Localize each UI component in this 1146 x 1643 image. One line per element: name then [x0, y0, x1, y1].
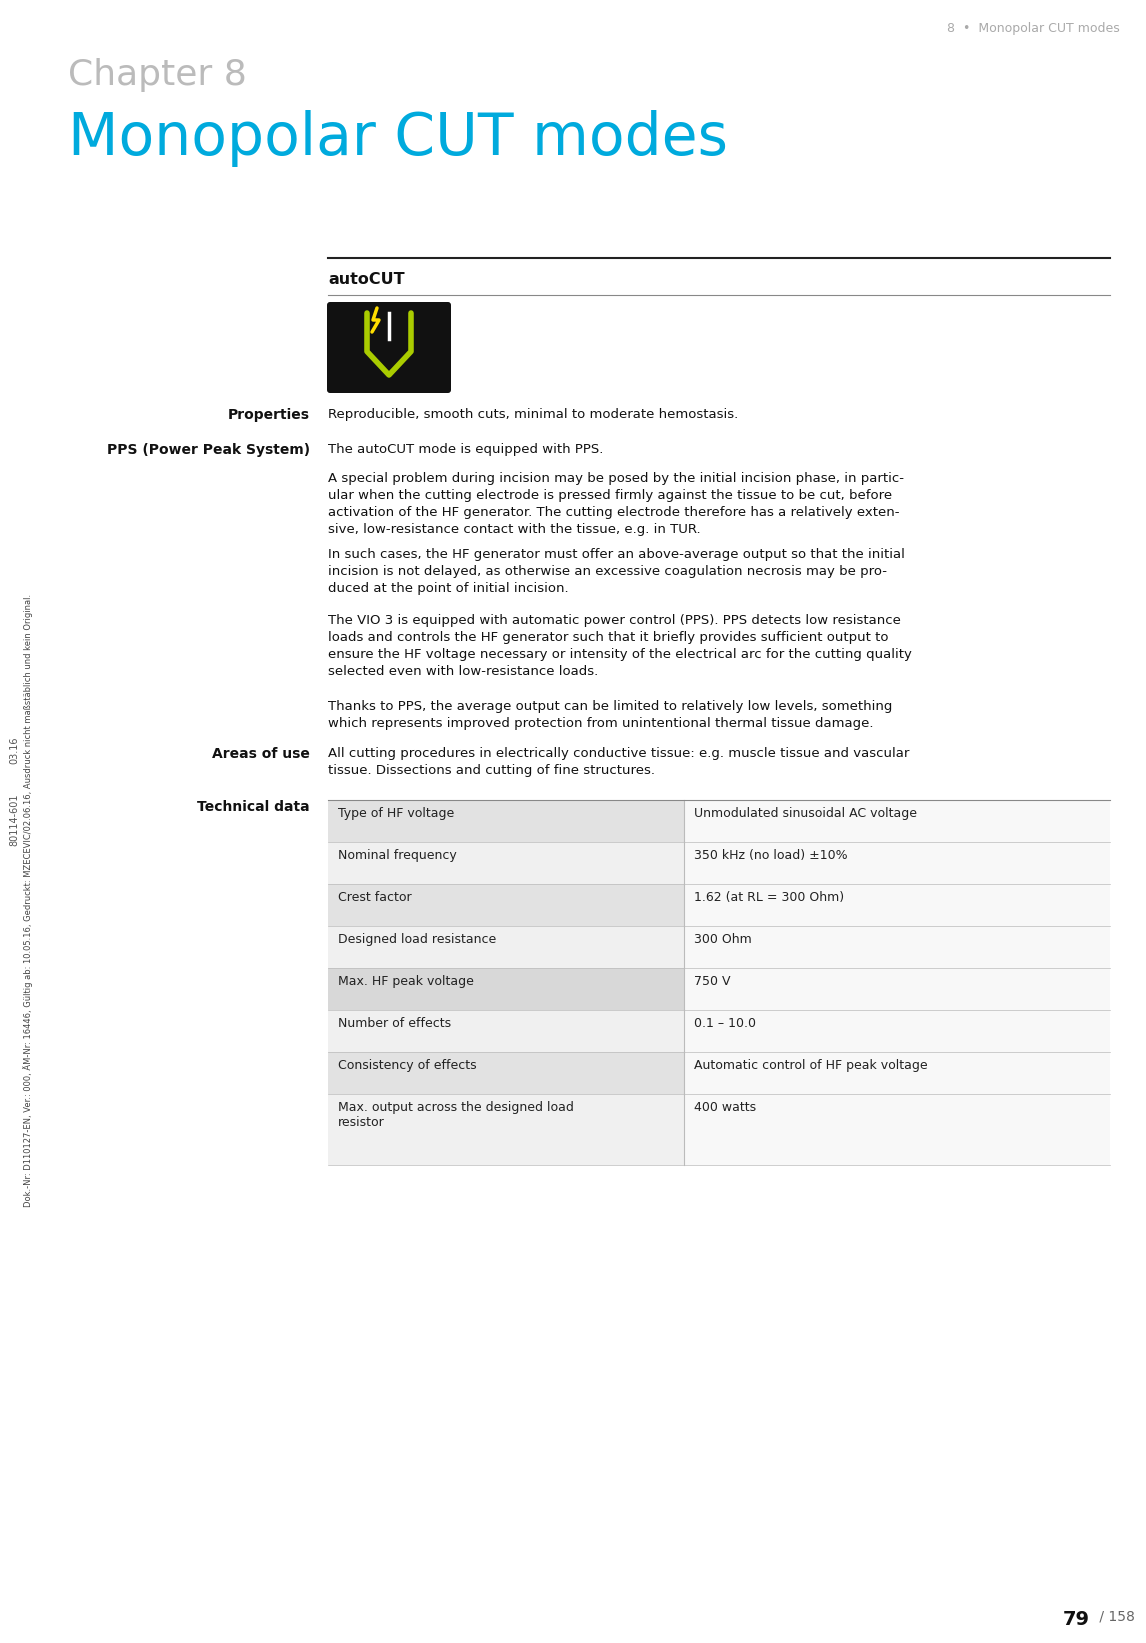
Text: / 158: / 158: [1094, 1610, 1135, 1623]
Text: Crest factor: Crest factor: [338, 891, 411, 904]
Text: 0.1 – 10.0: 0.1 – 10.0: [693, 1017, 756, 1030]
Text: In such cases, the HF generator must offer an above-average output so that the i: In such cases, the HF generator must off…: [328, 549, 905, 595]
Text: Nominal frequency: Nominal frequency: [338, 849, 457, 863]
Bar: [328, 927, 684, 968]
Text: Type of HF voltage: Type of HF voltage: [338, 807, 454, 820]
Text: 750 V: 750 V: [693, 974, 730, 987]
Text: Max. HF peak voltage: Max. HF peak voltage: [338, 974, 474, 987]
Bar: [684, 1094, 1110, 1165]
Text: Properties: Properties: [228, 407, 311, 422]
Text: A special problem during incision may be posed by the initial incision phase, in: A special problem during incision may be…: [328, 472, 904, 536]
Text: 300 Ohm: 300 Ohm: [693, 933, 752, 946]
Bar: [684, 927, 1110, 968]
Text: Technical data: Technical data: [197, 800, 311, 813]
Text: Dok.-Nr: D110127-EN, Ver.: 000, ÄM-Nr: 16446, Gültig ab: 10.05.16, Gedruckt: MZE: Dok.-Nr: D110127-EN, Ver.: 000, ÄM-Nr: 1…: [23, 593, 33, 1206]
Text: Number of effects: Number of effects: [338, 1017, 452, 1030]
Bar: [684, 1010, 1110, 1052]
Bar: [328, 1052, 684, 1094]
Bar: [684, 800, 1110, 841]
Text: Chapter 8: Chapter 8: [68, 58, 246, 92]
Text: The VIO 3 is equipped with automatic power control (PPS). PPS detects low resist: The VIO 3 is equipped with automatic pow…: [328, 614, 912, 679]
Bar: [684, 841, 1110, 884]
Text: Unmodulated sinusoidal AC voltage: Unmodulated sinusoidal AC voltage: [693, 807, 917, 820]
Text: Max. output across the designed load
resistor: Max. output across the designed load res…: [338, 1101, 574, 1129]
Bar: [684, 968, 1110, 1010]
Text: Automatic control of HF peak voltage: Automatic control of HF peak voltage: [693, 1060, 927, 1071]
Text: 80114-601: 80114-601: [9, 794, 19, 846]
Text: 8  •  Monopolar CUT modes: 8 • Monopolar CUT modes: [948, 21, 1120, 35]
FancyBboxPatch shape: [327, 302, 452, 393]
Bar: [328, 968, 684, 1010]
Text: The autoCUT mode is equipped with PPS.: The autoCUT mode is equipped with PPS.: [328, 444, 604, 457]
Bar: [328, 884, 684, 927]
Text: Reproducible, smooth cuts, minimal to moderate hemostasis.: Reproducible, smooth cuts, minimal to mo…: [328, 407, 738, 421]
Text: All cutting procedures in electrically conductive tissue: e.g. muscle tissue and: All cutting procedures in electrically c…: [328, 748, 910, 777]
Text: Consistency of effects: Consistency of effects: [338, 1060, 477, 1071]
Text: 400 watts: 400 watts: [693, 1101, 756, 1114]
Bar: [684, 1052, 1110, 1094]
Bar: [684, 884, 1110, 927]
Bar: [328, 800, 684, 841]
Text: autoCUT: autoCUT: [328, 273, 405, 288]
Text: Areas of use: Areas of use: [212, 748, 311, 761]
Text: Designed load resistance: Designed load resistance: [338, 933, 496, 946]
Text: PPS (Power Peak System): PPS (Power Peak System): [107, 444, 311, 457]
Text: Thanks to PPS, the average output can be limited to relatively low levels, somet: Thanks to PPS, the average output can be…: [328, 700, 893, 729]
Bar: [328, 1094, 684, 1165]
Text: 350 kHz (no load) ±10%: 350 kHz (no load) ±10%: [693, 849, 847, 863]
Bar: [328, 841, 684, 884]
Text: Monopolar CUT modes: Monopolar CUT modes: [68, 110, 728, 168]
Text: 79: 79: [1063, 1610, 1090, 1628]
Bar: [328, 1010, 684, 1052]
Text: 03.16: 03.16: [9, 736, 19, 764]
Text: 1.62 (at RL = 300 Ohm): 1.62 (at RL = 300 Ohm): [693, 891, 843, 904]
